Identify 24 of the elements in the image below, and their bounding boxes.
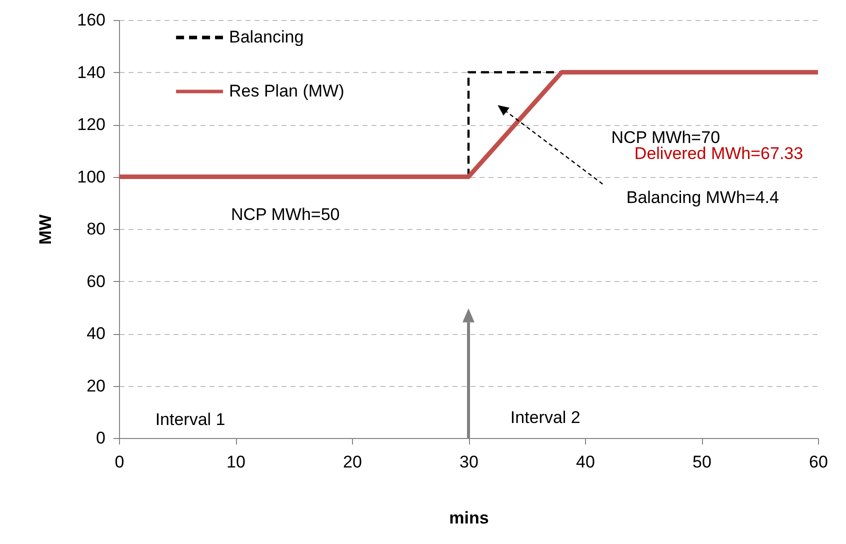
y-tick-label: 160 (77, 10, 106, 30)
y-tick-label: 40 (86, 324, 106, 343)
x-tick-label: 30 (460, 452, 478, 472)
x-tick-label: 0 (114, 452, 124, 472)
legend-label: Res Plan (MW) (229, 82, 344, 100)
legend-label: Balancing (229, 28, 304, 46)
x-tick-label: 20 (343, 452, 362, 472)
y-tick-label: 80 (86, 220, 106, 238)
x-tick-label: 10 (226, 452, 246, 472)
y-axis-title: MW (36, 213, 56, 245)
x-tick-label: 60 (809, 452, 828, 472)
x-axis-title: mins (449, 508, 489, 528)
annotation: NCP MWh=50 (230, 204, 340, 224)
x-tick-label: 50 (692, 452, 712, 472)
y-tick-label: 20 (86, 376, 106, 396)
y-tick-label: 100 (77, 167, 106, 186)
annotation: Interval 1 (155, 410, 226, 430)
x-tick-label: 40 (576, 452, 595, 472)
y-tick-label: 140 (77, 62, 106, 82)
annotation: Interval 2 (510, 408, 580, 427)
y-tick-label: 120 (77, 115, 106, 134)
y-tick-label: 60 (86, 272, 106, 291)
y-tick-label: 0 (96, 428, 106, 448)
annotation: Balancing MWh=4.4 (626, 188, 779, 208)
